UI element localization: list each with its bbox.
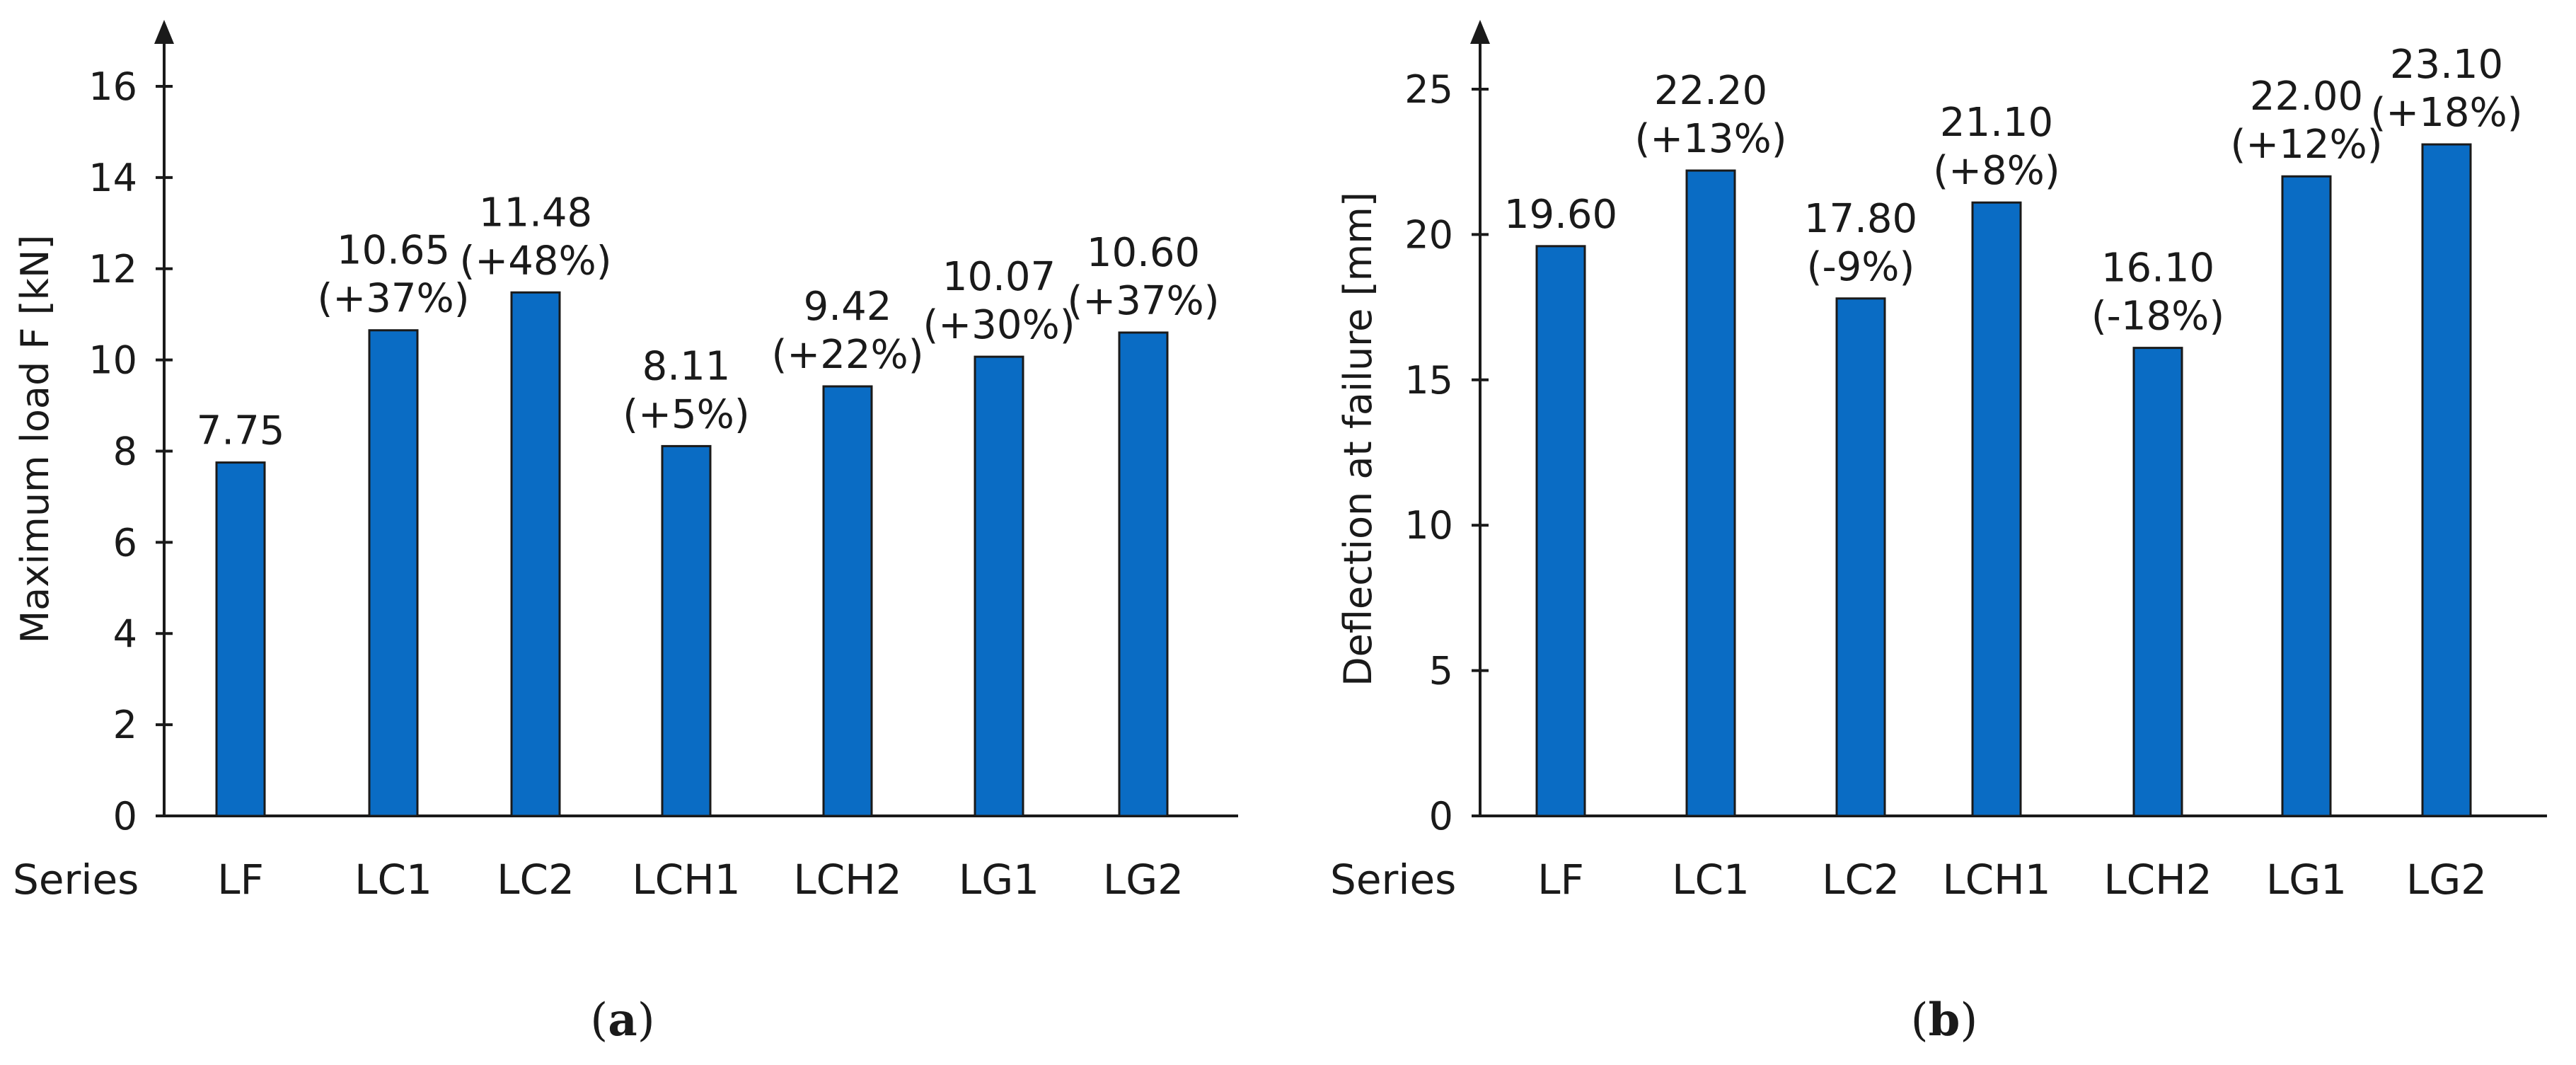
- bar-lg1: [2281, 175, 2332, 817]
- bar-lch1: [1971, 201, 2022, 817]
- data-label-value: 17.80: [1804, 196, 1917, 242]
- category-label: LG1: [959, 856, 1039, 904]
- category-label: LG2: [2406, 856, 2487, 904]
- data-label-change: (+37%): [317, 276, 469, 322]
- y-axis-title: Maximum load F [kN]: [13, 235, 57, 644]
- data-label-change: (+13%): [1634, 116, 1786, 162]
- y-tick-label: 0: [113, 794, 137, 839]
- category-label: LC2: [1822, 856, 1900, 904]
- category-label: LG1: [2266, 856, 2347, 904]
- y-axis-title: Deflection at failure [mm]: [1336, 192, 1380, 686]
- category-label: LC1: [1672, 856, 1750, 904]
- bar-lc1: [368, 329, 419, 817]
- y-tick-label: 6: [113, 520, 137, 565]
- category-label: LCH1: [632, 856, 740, 904]
- y-axis-arrow: [1470, 20, 1490, 44]
- y-tick-label: 10: [1404, 503, 1453, 548]
- category-label: LF: [1537, 856, 1584, 904]
- category-label: LCH2: [2103, 856, 2212, 904]
- panel-label: (b): [1911, 994, 1978, 1047]
- data-label-change: (+37%): [1067, 278, 1219, 324]
- y-tick-label: 10: [88, 338, 137, 383]
- y-tick-label: 0: [1429, 794, 1453, 839]
- data-label-value: 23.10: [2390, 42, 2503, 88]
- y-tick-label: 20: [1404, 212, 1453, 257]
- data-label-value: 9.42: [804, 284, 892, 330]
- bar-lc1: [1685, 169, 1736, 817]
- data-label-value: 7.75: [197, 408, 285, 454]
- data-label-change: (+8%): [1933, 148, 2060, 194]
- bar-lch1: [661, 444, 712, 817]
- x-axis-title: Series: [13, 856, 139, 904]
- data-label-change: (+12%): [2230, 122, 2382, 168]
- y-tick-label: 4: [113, 611, 137, 656]
- category-label: LC2: [497, 856, 574, 904]
- bar-lg2: [1118, 331, 1169, 817]
- bar-lf: [215, 461, 266, 817]
- bar-lg1: [974, 355, 1024, 817]
- y-tick-label: 16: [88, 64, 137, 109]
- y-tick-label: 2: [113, 703, 137, 747]
- bar-lch2: [822, 385, 873, 817]
- y-tick-label: 12: [88, 247, 137, 292]
- data-label-change: (+30%): [923, 302, 1075, 348]
- data-label-value: 10.07: [942, 254, 1056, 300]
- data-label-value: 19.60: [1504, 192, 1617, 238]
- data-label-value: 10.60: [1087, 230, 1200, 276]
- y-tick-label: 25: [1404, 67, 1453, 112]
- y-tick-label: 15: [1404, 358, 1453, 403]
- chart-panel-a: 0 2 4 6 8 10 12 14 16 Maximum load F [kN] Series LF…: [13, 20, 1238, 1047]
- x-axis-title: Series: [1330, 856, 1456, 904]
- y-axis-arrow: [154, 20, 174, 44]
- category-label: LCH2: [793, 856, 901, 904]
- data-label-change: (-9%): [1807, 244, 1915, 290]
- data-label-value: 10.65: [337, 228, 450, 274]
- data-label-value: 16.10: [2101, 246, 2214, 292]
- y-tick-label: 8: [113, 430, 137, 474]
- bar-lf: [1535, 245, 1586, 817]
- data-label-value: 22.00: [2250, 74, 2363, 120]
- category-label: LCH1: [1942, 856, 2050, 904]
- data-label-change: (+22%): [771, 332, 923, 378]
- category-label: LC1: [354, 856, 432, 904]
- data-label-value: 21.10: [1940, 100, 2053, 146]
- y-tick-label: 14: [88, 156, 137, 200]
- data-label-value: 11.48: [479, 190, 592, 236]
- chart-panel-b: 0 5 10 15 20 25 Deflection at failure [mm] Seri…: [1330, 20, 2547, 1047]
- panel-label: (a): [590, 994, 654, 1047]
- bar-lc2: [1835, 297, 1886, 817]
- data-label-change: (+18%): [2370, 90, 2522, 136]
- category-label: LF: [217, 856, 264, 904]
- category-label: LG2: [1103, 856, 1184, 904]
- data-label-change: (+48%): [459, 238, 611, 284]
- bar-lg2: [2421, 143, 2472, 817]
- data-label-value: 8.11: [642, 343, 731, 389]
- bar-lch2: [2132, 347, 2183, 817]
- bar-lc2: [510, 291, 561, 817]
- y-tick-label: 5: [1429, 649, 1453, 693]
- data-label-change: (+5%): [623, 391, 749, 437]
- data-label-change: (-18%): [2091, 294, 2224, 340]
- data-label-value: 22.20: [1654, 68, 1767, 114]
